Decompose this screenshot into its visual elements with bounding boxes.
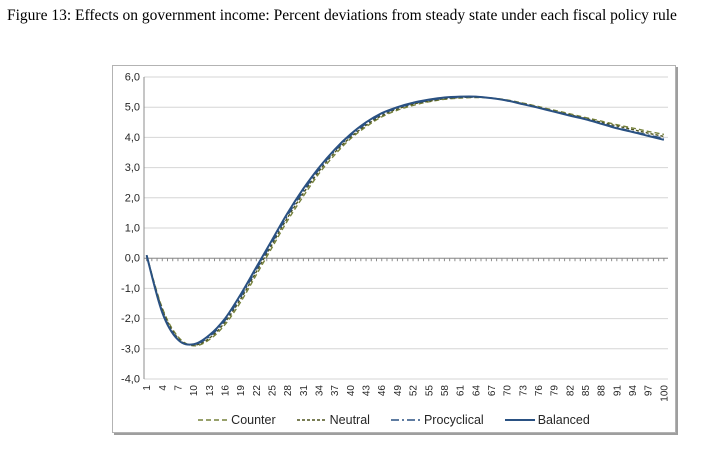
series-neutral [145,96,665,346]
x-tick-label: 91 [612,385,623,397]
y-tick-label: 5,0 [125,102,140,114]
x-tick-label: 46 [377,385,388,397]
legend-label: Counter [231,413,276,427]
x-tick-label: 13 [205,385,216,397]
chart-legend: Counter Neutral Procyclical Balanced [113,413,675,427]
x-tick-label: 19 [236,385,247,397]
legend-item-procyclical: Procyclical [390,413,484,427]
x-tick-label: 40 [346,385,357,397]
x-tick-label: 37 [330,385,341,397]
y-tick-label: 3,0 [125,162,140,174]
x-axis-labels: 1 4 7 10 13 16 19 22 25 28 31 34 37 40 43 46 49 52 55 58 61 6… [142,385,670,402]
x-tick-label: 31 [299,385,310,397]
series-counter [145,96,665,347]
x-tick-label: 76 [534,385,545,397]
legend-item-neutral: Neutral [296,413,370,427]
y-tick-label: 2,0 [125,192,140,204]
legend-label: Neutral [329,413,370,427]
x-tick-label: 82 [565,385,576,397]
x-tick-label: 70 [503,385,514,397]
y-tick-label: 6,0 [125,72,140,84]
y-tick-label: -3,0 [121,343,140,355]
legend-line-sample [296,419,327,421]
x-tick-label: 100 [659,385,670,402]
x-tick-label: 16 [220,385,231,397]
x-tick-label: 7 [173,385,184,391]
x-tick-label: 4 [158,385,169,391]
x-tick-label: 34 [315,385,326,397]
legend-line-sample [390,419,421,421]
y-axis-labels: 6,0 5,0 4,0 3,0 2,0 1,0 0,0 -1,0 -2,0 -3,0 -4,0 [121,72,140,386]
gridlines [144,76,668,380]
series-procyclical [145,96,665,346]
legend-item-counter: Counter [198,413,276,427]
x-tick-label: 97 [644,385,655,397]
x-tick-label: 28 [283,385,294,397]
x-tick-label: 79 [550,385,561,397]
x-tick-label: 73 [518,385,529,397]
x-tick-label: 52 [409,385,420,397]
y-tick-label: 1,0 [125,223,140,235]
y-tick-label: -2,0 [121,313,140,325]
y-tick-label: 4,0 [125,132,140,144]
x-tick-label: 22 [252,385,263,397]
x-tick-label: 49 [393,385,404,397]
x-axis-zero-line [144,257,668,262]
x-tick-label: 88 [597,385,608,397]
figure-caption: Figure 13: Effects on government income:… [7,7,677,24]
x-tick-label: 25 [268,385,279,397]
x-tick-label: 61 [456,385,467,397]
legend-line-sample [504,419,535,421]
chart-frame: 6,0 5,0 4,0 3,0 2,0 1,0 0,0 -1,0 -2,0 -3,0 -4,0 1 4 7… [112,65,676,433]
x-tick-label: 43 [362,385,373,397]
legend-item-balanced: Balanced [504,413,590,427]
x-tick-label: 55 [424,385,435,397]
x-tick-label: 1 [142,385,153,391]
x-tick-label: 85 [581,385,592,397]
series-balanced [145,95,665,346]
x-tick-label: 67 [487,385,498,397]
legend-label: Balanced [537,413,590,427]
y-tick-label: -1,0 [121,283,140,295]
plot-svg: 6,05,04,03,02,01,00,0-1,0-2,0-3,0-4,01 4 7… [121,72,670,402]
x-tick-label: 94 [628,385,639,397]
x-tick-label: 58 [440,385,451,397]
legend-line-sample [198,419,229,421]
y-tick-label: -4,0 [121,374,140,386]
legend-label: Procyclical [423,413,484,427]
x-tick-label: 64 [471,385,482,397]
y-tick-label: 0,0 [125,253,140,265]
x-tick-label: 10 [189,385,200,397]
